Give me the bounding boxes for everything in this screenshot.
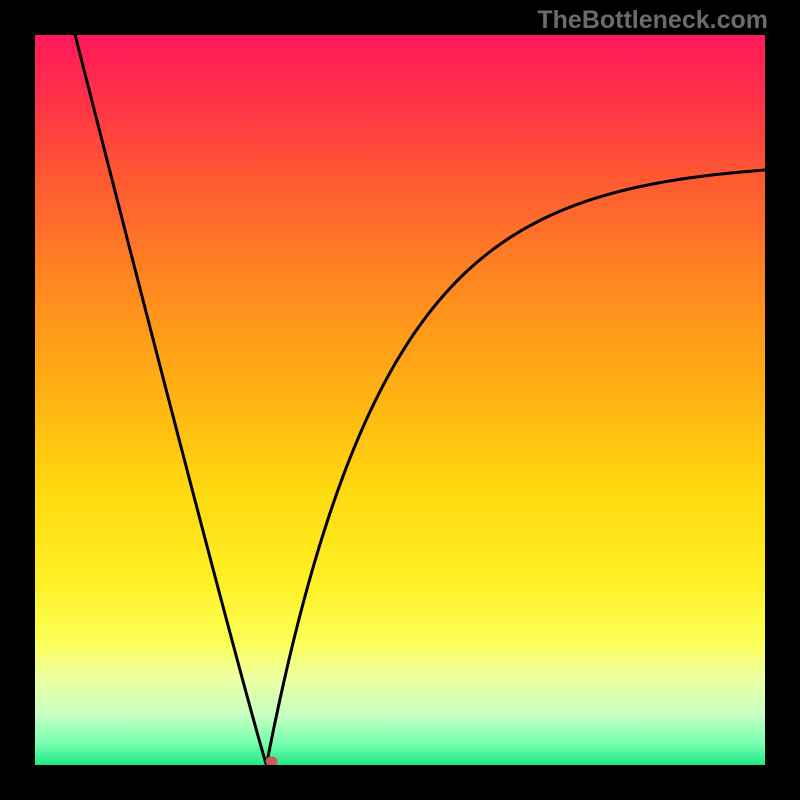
watermark-text: TheBottleneck.com: [537, 6, 768, 35]
chart-container: TheBottleneck.com: [0, 0, 800, 800]
gradient-background: [35, 35, 765, 765]
plot-area: [35, 35, 765, 765]
